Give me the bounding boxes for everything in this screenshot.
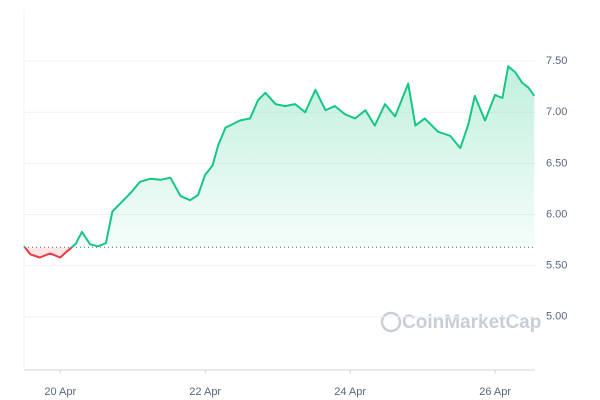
y-tick-label: 5.50	[546, 260, 567, 272]
x-tick-label: 26 Apr	[479, 386, 511, 398]
watermark: CoinMarketCap	[402, 312, 541, 333]
y-tick-label: 5.00	[546, 311, 567, 323]
y-tick-label: 6.50	[546, 157, 567, 169]
y-tick-label: 7.00	[546, 106, 567, 118]
y-tick-label: 6.00	[546, 208, 567, 220]
price-area	[24, 66, 535, 258]
x-tick-label: 24 Apr	[334, 386, 366, 398]
x-tick-label: 22 Apr	[189, 386, 221, 398]
x-tick-label: 20 Apr	[44, 386, 76, 398]
y-tick-label: 7.50	[546, 55, 567, 67]
watermark-logo	[380, 311, 402, 333]
price-line	[23, 65, 536, 259]
